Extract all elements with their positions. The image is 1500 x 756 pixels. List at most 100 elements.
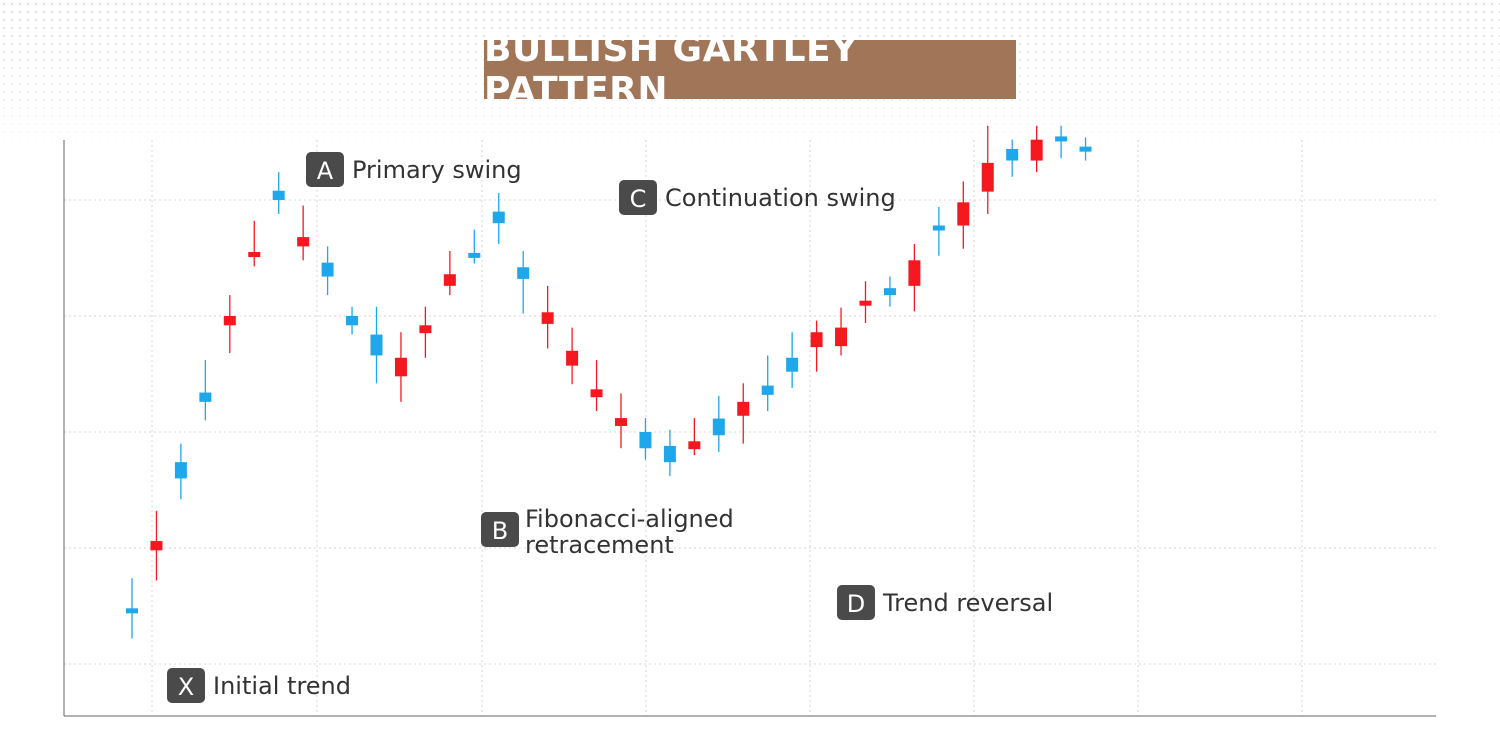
candle xyxy=(663,429,676,477)
annotation-badge xyxy=(167,668,205,703)
candle-body xyxy=(443,274,456,286)
candle-body xyxy=(737,401,750,416)
annotation-badge xyxy=(306,152,344,187)
candle-body xyxy=(394,357,407,377)
candle xyxy=(468,229,481,264)
annotation-label: Primary swing xyxy=(352,156,522,184)
candle xyxy=(737,383,750,444)
candle-body xyxy=(590,389,603,398)
candle xyxy=(859,281,872,323)
candle xyxy=(223,295,236,354)
candle xyxy=(199,360,212,421)
candle xyxy=(639,418,652,460)
candle xyxy=(957,181,970,249)
candle xyxy=(712,395,725,452)
annotation-letter: A xyxy=(317,157,334,185)
candle xyxy=(761,355,774,412)
candle-body xyxy=(786,357,799,372)
annotation-badge xyxy=(837,585,875,620)
candle-body xyxy=(1079,146,1092,152)
candle-body xyxy=(712,418,725,436)
candle xyxy=(932,206,945,256)
candle xyxy=(394,332,407,402)
candle xyxy=(174,443,187,500)
candle xyxy=(786,332,799,388)
candle xyxy=(810,320,823,372)
candle-body xyxy=(615,418,627,426)
annotation-c: C Continuation swing xyxy=(619,180,896,215)
candle-body xyxy=(908,260,921,286)
candle-body xyxy=(541,312,554,324)
annotation-letter: X xyxy=(178,673,194,701)
annotation-label-line2: retracement xyxy=(525,531,674,559)
candle xyxy=(615,393,627,449)
candle xyxy=(1006,139,1019,177)
candle xyxy=(370,306,383,384)
candle-body xyxy=(859,300,872,306)
candle xyxy=(590,360,603,412)
candle xyxy=(248,220,261,267)
candles xyxy=(126,125,1092,639)
axes xyxy=(63,140,1436,717)
candle-body xyxy=(688,441,701,450)
candle xyxy=(321,246,334,296)
candle-body xyxy=(883,288,896,296)
candle-body xyxy=(1030,139,1043,161)
candle-body xyxy=(468,252,481,258)
annotation-a: A Primary swing xyxy=(306,152,522,187)
candle xyxy=(443,251,456,296)
candle xyxy=(981,125,994,214)
annotation-d: D Trend reversal xyxy=(837,585,1053,620)
title-banner: BULLISH GARTLEY PATTERN xyxy=(484,29,1016,111)
annotation-label: Fibonacci-aligned xyxy=(525,505,734,533)
candle-body xyxy=(932,225,945,231)
chart-title: BULLISH GARTLEY PATTERN xyxy=(484,28,858,111)
candle-body xyxy=(248,251,261,258)
candle-body xyxy=(370,334,383,356)
candle-body xyxy=(150,541,163,551)
candle-body xyxy=(1006,148,1019,161)
candle xyxy=(517,251,530,314)
annotation-letter: B xyxy=(492,517,508,545)
annotation-label: Initial trend xyxy=(213,672,351,700)
candle xyxy=(297,205,310,261)
candle-body xyxy=(981,162,994,192)
annotation-badge xyxy=(619,180,657,215)
candle-body xyxy=(835,327,848,347)
annotations: X Initial trend A Primary swing B Fibonacci-a… xyxy=(167,152,1053,703)
candle-body xyxy=(517,267,530,279)
candle xyxy=(883,276,896,307)
candle xyxy=(126,578,138,639)
candle-body xyxy=(761,385,774,395)
candle-body xyxy=(346,316,359,326)
candle-body xyxy=(297,237,310,247)
annotation-letter: C xyxy=(630,185,647,213)
annotation-letter: D xyxy=(847,590,865,618)
candle xyxy=(272,172,285,214)
candle-body xyxy=(492,211,505,224)
annotation-label: Continuation swing xyxy=(665,184,896,212)
candle-body xyxy=(321,262,334,277)
candle-body xyxy=(199,392,212,402)
candle-body xyxy=(174,462,187,479)
candle-body xyxy=(639,432,652,449)
candle xyxy=(541,285,554,349)
annotation-label: Trend reversal xyxy=(882,589,1053,617)
annotation-badge xyxy=(481,512,519,547)
candle xyxy=(419,306,432,358)
candle xyxy=(1079,137,1092,161)
candle-body xyxy=(810,332,823,348)
candle-body xyxy=(419,325,432,334)
candle xyxy=(1055,125,1068,159)
grid xyxy=(64,140,1436,716)
candle xyxy=(835,307,848,356)
candle xyxy=(346,306,359,335)
candle xyxy=(1030,125,1043,173)
candle-body xyxy=(566,350,579,366)
candle xyxy=(908,244,921,312)
candle-body xyxy=(272,190,285,200)
candle xyxy=(492,193,505,245)
candle xyxy=(566,327,579,385)
